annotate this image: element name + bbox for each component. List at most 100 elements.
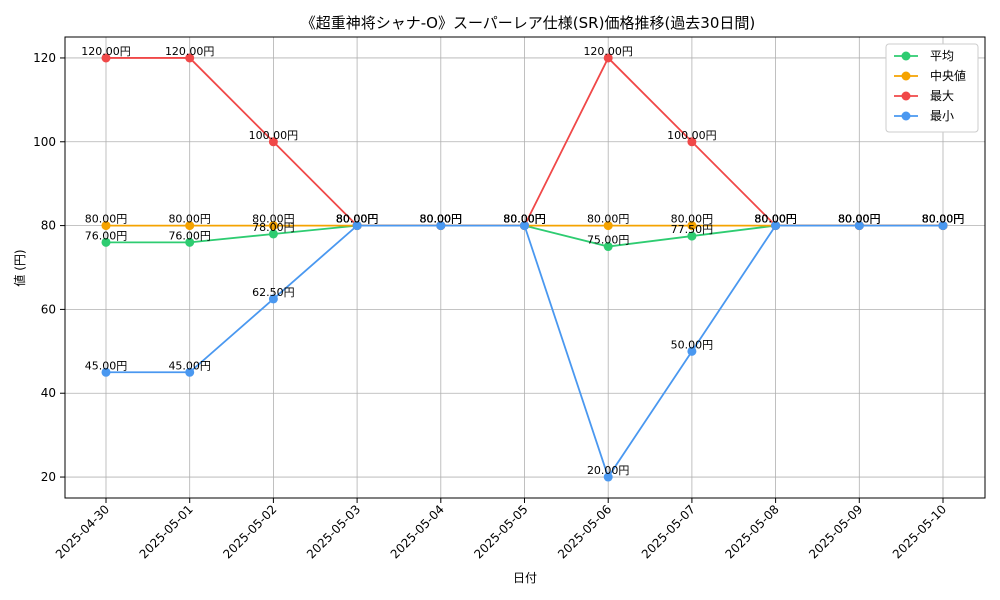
x-tick-label: 2025-05-01 (137, 502, 196, 561)
data-point (185, 367, 195, 377)
legend-label: 平均 (930, 49, 954, 63)
legend-marker (901, 91, 911, 101)
data-point (101, 237, 111, 247)
data-point (101, 53, 111, 63)
data-label: 80.00円 (754, 213, 797, 226)
data-point (268, 137, 278, 147)
series-lines (101, 53, 948, 482)
y-tick-label: 100 (33, 135, 56, 149)
data-label: 80.00円 (922, 213, 965, 226)
data-label: 80.00円 (252, 213, 295, 226)
data-label: 76.00円 (85, 229, 128, 242)
y-tick-label: 80 (41, 219, 56, 233)
data-point (687, 346, 697, 356)
data-point (101, 367, 111, 377)
data-label: 45.00円 (85, 359, 128, 372)
legend-marker (901, 51, 911, 61)
y-tick-label: 120 (33, 51, 56, 65)
data-label: 80.00円 (838, 213, 881, 226)
data-label: 80.00円 (503, 213, 546, 226)
data-label: 80.00円 (503, 213, 546, 226)
data-label: 100.00円 (249, 129, 299, 142)
data-label: 80.00円 (420, 213, 463, 226)
data-point (436, 221, 446, 231)
data-label: 120.00円 (583, 45, 633, 58)
data-label: 80.00円 (922, 213, 965, 226)
x-tick-label: 2025-05-06 (555, 502, 614, 561)
data-label: 77.50円 (671, 223, 714, 236)
data-point (938, 221, 948, 231)
data-label: 80.00円 (336, 213, 379, 226)
data-label: 100.00円 (667, 129, 717, 142)
data-point (854, 221, 864, 231)
data-label: 80.00円 (420, 213, 463, 226)
data-label: 80.00円 (336, 213, 379, 226)
data-label: 50.00円 (671, 338, 714, 351)
data-label: 80.00円 (922, 213, 965, 226)
data-label: 80.00円 (336, 213, 379, 226)
x-tick-label: 2025-04-30 (53, 502, 112, 561)
data-label: 120.00円 (81, 45, 131, 58)
y-tick-label: 20 (41, 470, 56, 484)
legend-marker (901, 71, 911, 81)
data-label: 80.00円 (420, 213, 463, 226)
data-point (603, 472, 613, 482)
plot-area (64, 36, 986, 499)
x-tick-label: 2025-05-09 (806, 502, 865, 561)
data-point (771, 221, 781, 231)
chart-title: 《超重神将シャナ-O》スーパーレア仕様(SR)価格推移(過去30日間) (301, 14, 756, 32)
data-point (603, 221, 613, 231)
data-label: 45.00円 (168, 359, 211, 372)
data-point (185, 237, 195, 247)
y-axis-title: 値 (円) (12, 249, 27, 286)
data-label: 80.00円 (168, 213, 211, 226)
data-label: 80.00円 (420, 213, 463, 226)
data-point (352, 221, 362, 231)
axes: 2025-04-30 2025-05-01 2025-05-02 2025-05-03… (33, 51, 949, 561)
data-label: 75.00円 (587, 234, 630, 247)
data-label: 80.00円 (754, 213, 797, 226)
legend-label: 中央値 (930, 68, 966, 83)
x-tick-label: 2025-05-03 (304, 502, 363, 561)
data-point (603, 53, 613, 63)
data-label: 80.00円 (838, 213, 881, 226)
data-point (185, 53, 195, 63)
data-point (268, 294, 278, 304)
y-tick-label: 60 (41, 302, 56, 316)
data-label: 62.50円 (252, 286, 295, 299)
y-tick-label: 40 (41, 386, 56, 400)
data-label: 80.00円 (922, 213, 965, 226)
data-label: 80.00円 (838, 213, 881, 226)
x-axis-title: 日付 (513, 571, 537, 585)
data-point (520, 221, 529, 231)
x-tick-label: 2025-05-04 (388, 502, 447, 561)
data-label: 80.00円 (754, 213, 797, 226)
data-point (687, 137, 697, 147)
data-point (185, 221, 195, 231)
data-label: 80.00円 (838, 213, 881, 226)
data-point (101, 221, 111, 231)
data-point (603, 242, 613, 252)
data-label: 80.00円 (503, 213, 546, 226)
data-point (687, 221, 697, 231)
x-tick-label: 2025-05-07 (639, 502, 698, 561)
legend-label: 最小 (930, 109, 954, 123)
x-tick-label: 2025-05-08 (723, 502, 782, 561)
x-tick-label: 2025-05-02 (220, 502, 279, 561)
data-label: 20.00円 (587, 464, 630, 477)
data-point (687, 231, 697, 241)
data-label: 80.00円 (336, 213, 379, 226)
data-label: 80.00円 (671, 213, 714, 226)
x-tick-label: 2025-05-10 (890, 502, 949, 561)
legend-marker (901, 111, 911, 121)
x-tick-label: 2025-05-05 (471, 502, 530, 561)
grid (65, 37, 985, 498)
data-label: 80.00円 (754, 213, 797, 226)
data-label: 80.00円 (85, 213, 128, 226)
data-label: 80.00円 (503, 213, 546, 226)
data-point (268, 221, 278, 231)
data-label: 78.00円 (252, 221, 295, 234)
